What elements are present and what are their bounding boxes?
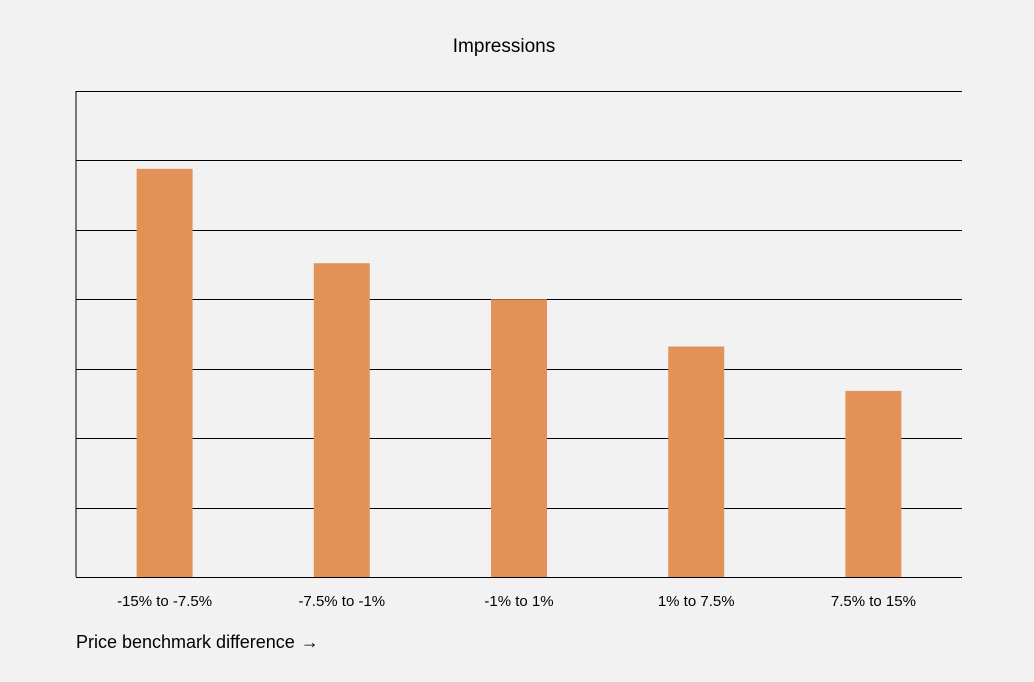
bar xyxy=(668,346,725,577)
x-tick-label: -7.5% to -1% xyxy=(298,593,385,610)
x-tick-labels: -15% to -7.5% -7.5% to -1% -1% to 1% 1% to … xyxy=(117,593,916,610)
bars xyxy=(136,168,902,578)
x-tick-label: -1% to 1% xyxy=(484,593,553,610)
x-axis-label: Price benchmark difference → xyxy=(76,632,319,653)
bar xyxy=(136,168,193,578)
x-axis-label-text: Price benchmark difference xyxy=(76,632,295,652)
x-tick-label: -15% to -7.5% xyxy=(117,593,212,610)
bar xyxy=(313,263,370,577)
bar xyxy=(491,299,547,577)
bar xyxy=(845,390,902,577)
chart-title: Impressions xyxy=(453,36,555,57)
x-tick-label: 1% to 7.5% xyxy=(658,593,735,610)
x-tick-label: 7.5% to 15% xyxy=(831,593,916,610)
right-arrow-icon: → xyxy=(300,632,319,652)
